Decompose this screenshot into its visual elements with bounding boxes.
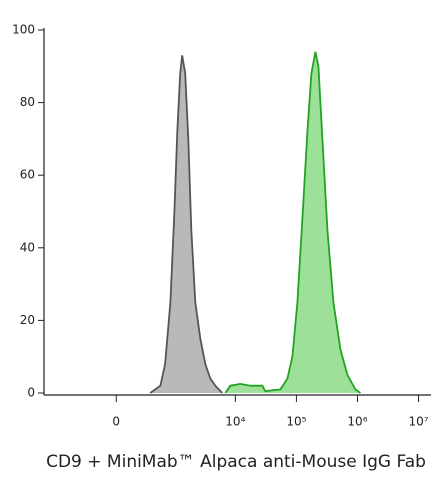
- histogram-line: [149, 55, 223, 394]
- y-tick-label: 100: [12, 23, 35, 37]
- histogram-line: [224, 51, 361, 394]
- histogram-area: [150, 55, 223, 394]
- x-tick-label: 10⁴: [225, 415, 245, 429]
- plot-area: [149, 51, 361, 394]
- x-tick-label: 10⁷: [408, 415, 428, 429]
- y-tick-label: 60: [20, 168, 35, 182]
- y-tick-label: 40: [20, 240, 35, 254]
- x-tick-label: 10⁶: [347, 415, 367, 429]
- y-tick-label: 80: [20, 95, 35, 109]
- x-tick-label: 10⁵: [286, 415, 306, 429]
- y-tick-label: 0: [27, 386, 35, 400]
- chart-title: CD9 + MiniMab™ Alpaca anti-Mouse IgG Fab: [46, 452, 426, 472]
- histogram-area: [225, 51, 361, 394]
- y-tick-label: 20: [20, 313, 35, 327]
- x-tick-label: 0: [112, 415, 120, 429]
